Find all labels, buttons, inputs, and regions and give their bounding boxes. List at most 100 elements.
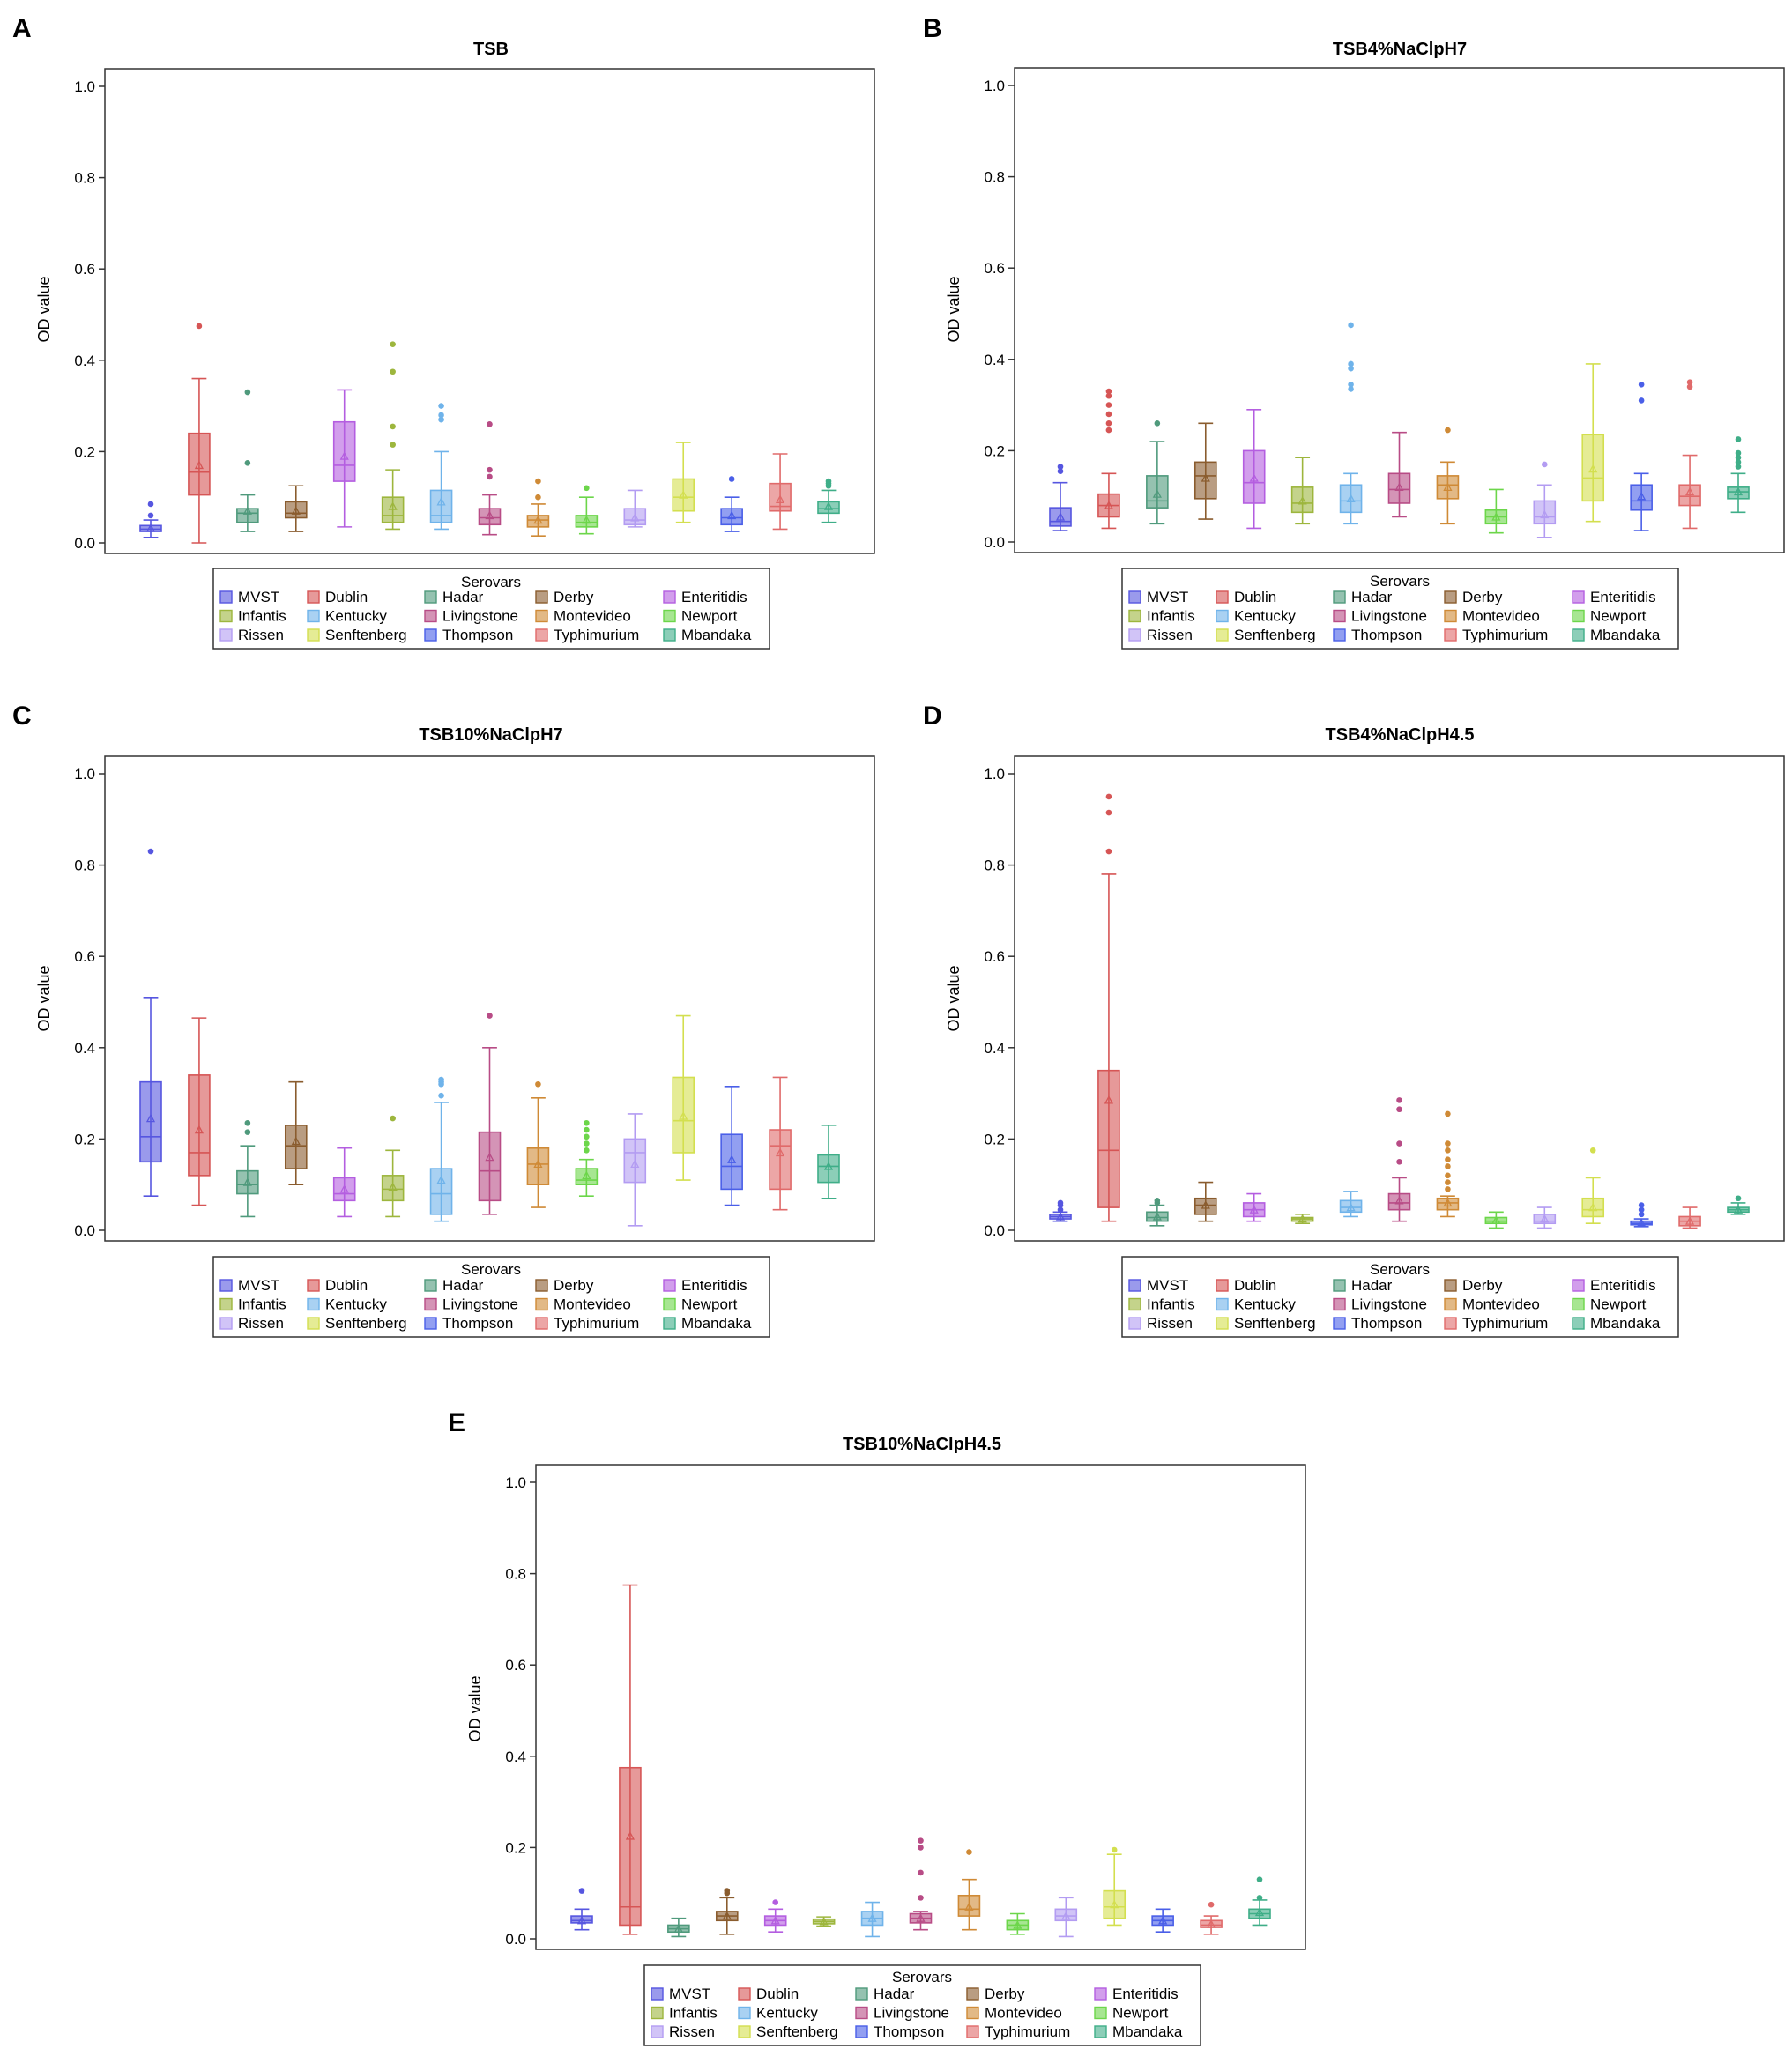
legend-item-newport: Newport xyxy=(1572,608,1647,625)
outlier-point xyxy=(1348,322,1354,329)
box-mean-marker xyxy=(727,510,737,520)
legend-item-mvst: MVST xyxy=(219,1277,279,1294)
outlier-point xyxy=(1735,1195,1742,1202)
legend-label: Derby xyxy=(985,1986,1025,2002)
box-iqr xyxy=(1339,484,1363,514)
box-mean-marker xyxy=(1394,482,1404,491)
legend-label: Livingstone xyxy=(874,2005,949,2022)
legend-label: Dublin xyxy=(325,589,368,605)
outlier-point xyxy=(724,1888,731,1894)
box-series xyxy=(139,323,840,544)
box-mean-marker xyxy=(1346,1202,1356,1212)
box-mean-marker xyxy=(1013,1920,1022,1929)
legend-item-livingstone: Livingstone xyxy=(855,2005,949,2022)
box-iqr xyxy=(478,1131,502,1202)
box-rissen xyxy=(1054,1897,1078,1938)
outlier-point xyxy=(390,341,396,347)
box-enteritidis xyxy=(332,389,356,528)
box-typhimurium xyxy=(1678,1206,1701,1229)
y-tick-label: 0.8 xyxy=(74,857,95,874)
outlier-point xyxy=(1256,1895,1263,1901)
legend-swatch xyxy=(855,1987,868,2001)
y-tick-label: 0.4 xyxy=(505,1748,526,1765)
plot-area xyxy=(104,68,875,554)
legend-label: Dublin xyxy=(756,1986,799,2002)
y-axis-label: OD value xyxy=(35,965,53,1031)
y-tick-label: 0.2 xyxy=(505,1839,526,1856)
y-tick-label: 0.4 xyxy=(74,353,95,369)
box-livingstone xyxy=(909,1837,933,1931)
legend-label: Newport xyxy=(1112,2005,1169,2022)
box-dublin xyxy=(188,1017,211,1206)
legend-label: Enteritidis xyxy=(1112,1986,1179,2002)
legend-item-typhimurium: Typhimurium xyxy=(1444,627,1548,643)
legend-label: Rissen xyxy=(238,1315,284,1332)
legend-swatch xyxy=(855,2006,868,2020)
outlier-point xyxy=(1208,1901,1215,1908)
legend-label: Hadar xyxy=(442,1277,484,1294)
box-senftenberg xyxy=(1581,363,1605,523)
legend-item-typhimurium: Typhimurium xyxy=(966,2023,1070,2040)
legend-label: Derby xyxy=(554,589,594,605)
legend-swatch xyxy=(1444,628,1457,642)
box-iqr xyxy=(381,1175,405,1202)
outlier-point xyxy=(244,1119,251,1126)
outlier-point xyxy=(1445,1110,1451,1117)
box-mbandaka xyxy=(1248,1876,1271,1927)
legend-swatch xyxy=(1094,2025,1107,2038)
legend-swatch xyxy=(219,609,233,623)
legend-item-infantis: Infantis xyxy=(651,2005,718,2022)
legend-label: Newport xyxy=(1590,608,1647,625)
box-mean-marker xyxy=(679,1111,688,1120)
y-tick-label: 0.6 xyxy=(984,260,1005,277)
box-hadar xyxy=(1146,1198,1169,1227)
box-mean-marker xyxy=(1733,1205,1744,1214)
panel-letter: A xyxy=(12,14,32,43)
legend-item-hadar: Hadar xyxy=(424,589,484,605)
box-mean-marker xyxy=(630,1159,640,1169)
box-typhimurium xyxy=(769,453,792,531)
box-iqr xyxy=(429,489,453,523)
outlier-point xyxy=(244,1129,251,1135)
legend-label: MVST xyxy=(1147,589,1188,605)
box-kentucky xyxy=(429,1076,453,1222)
box-derby xyxy=(284,1080,308,1185)
outlier-point xyxy=(1445,1163,1451,1169)
plot-area xyxy=(1014,755,1785,1242)
box-newport xyxy=(575,1119,599,1197)
outlier-point xyxy=(535,1080,541,1088)
box-mean-marker xyxy=(1540,509,1550,519)
legend-label: Infantis xyxy=(669,2005,718,2022)
legend-label: Derby xyxy=(1462,1277,1503,1294)
legend-swatch xyxy=(219,1279,233,1292)
legend-swatch xyxy=(535,1279,548,1292)
box-mean-marker xyxy=(533,515,543,524)
legend-swatch xyxy=(219,590,233,604)
chart-title: TSB xyxy=(473,40,509,59)
box-mean-marker xyxy=(1394,1195,1404,1205)
outlier-point xyxy=(1396,1106,1402,1113)
box-kentucky xyxy=(1339,322,1363,525)
y-tick-label: 0.6 xyxy=(505,1657,526,1674)
box-mean-marker xyxy=(727,1154,737,1163)
legend-item-kentucky: Kentucky xyxy=(307,1296,387,1313)
box-mean-marker xyxy=(1201,1200,1210,1209)
outlier-point xyxy=(1105,420,1112,427)
box-derby xyxy=(715,1888,739,1935)
box-montevideo xyxy=(957,1849,981,1931)
box-kentucky xyxy=(860,1901,884,1938)
box-dublin xyxy=(1097,388,1120,530)
legend-label: Hadar xyxy=(1351,589,1393,605)
legend-item-thompson: Thompson xyxy=(1333,627,1422,643)
box-montevideo xyxy=(1436,1110,1460,1218)
box-senftenberg xyxy=(1581,1147,1605,1225)
outlier-point xyxy=(390,1115,396,1122)
box-iqr xyxy=(957,1894,981,1917)
legend-swatch xyxy=(535,609,548,623)
legend-swatch xyxy=(663,628,676,642)
box-iqr xyxy=(720,1133,743,1191)
legend-item-senftenberg: Senftenberg xyxy=(307,627,407,643)
legend-swatch xyxy=(663,1279,676,1292)
legend-swatch xyxy=(966,1987,979,2001)
